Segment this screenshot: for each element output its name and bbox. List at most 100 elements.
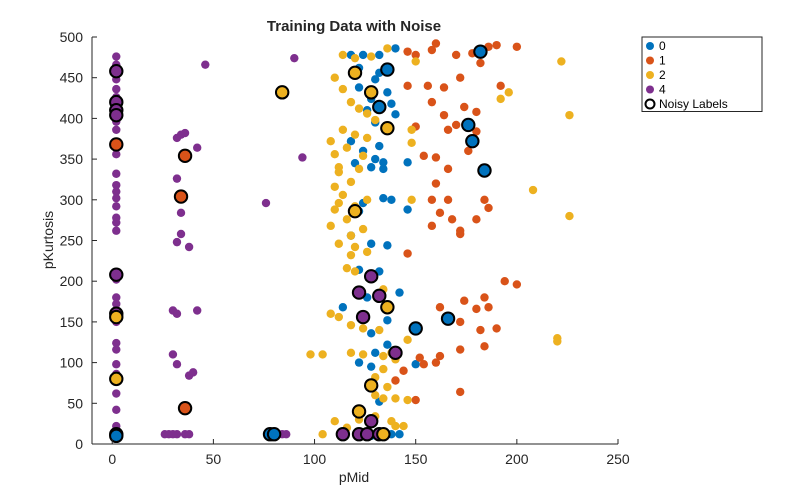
legend-marker-noisy: [644, 98, 656, 110]
legend-label-4: 4: [659, 83, 666, 97]
point-class-1: [435, 303, 445, 312]
point-class-0: [375, 141, 384, 151]
point-class-1: [492, 324, 501, 333]
point-class-2: [391, 421, 400, 431]
point-class-2: [553, 337, 562, 346]
point-class-2: [407, 125, 416, 134]
point-class-1: [419, 360, 428, 369]
point-class-2: [342, 143, 352, 152]
point-class-0: [371, 348, 380, 358]
point-class-4: [112, 226, 121, 235]
point-class-2: [565, 110, 574, 120]
point-class-0: [395, 430, 404, 439]
point-class-4: [112, 180, 121, 190]
point-class-4: [112, 125, 121, 134]
point-class-1: [492, 40, 501, 50]
point-class-0: [391, 110, 400, 119]
y-tick-label: 400: [60, 110, 84, 126]
point-class-1: [460, 296, 469, 305]
legend-marker-0: [646, 42, 654, 50]
axes-layer: 0 50 100 150 200 250 0 50 100 150 200 250 300 350 400 4…: [60, 29, 630, 467]
point-class-2: [383, 44, 392, 53]
point-class-1: [451, 120, 461, 130]
point-class-0: [379, 164, 388, 174]
noisy-label-point: [380, 300, 395, 315]
point-class-1: [496, 81, 505, 91]
point-class-1: [447, 215, 457, 224]
legend-label-0: 0: [659, 39, 666, 53]
point-class-4: [176, 208, 186, 218]
point-class-1: [403, 249, 412, 258]
point-class-4: [112, 218, 121, 227]
point-class-2: [326, 221, 335, 231]
point-class-2: [371, 115, 380, 125]
noisy-label-point: [461, 117, 476, 133]
point-class-0: [383, 316, 392, 325]
point-class-2: [362, 133, 372, 143]
legend-label-noisy: Noisy Labels: [659, 97, 728, 111]
point-class-1: [423, 81, 433, 91]
point-class-1: [443, 125, 453, 134]
point-class-1: [456, 229, 465, 239]
point-class-1: [480, 293, 489, 302]
point-class-2: [326, 136, 335, 146]
point-class-1: [484, 303, 493, 312]
point-class-2: [358, 350, 368, 359]
point-class-4: [112, 338, 121, 348]
point-class-2: [362, 247, 372, 257]
noisy-label-point: [380, 62, 395, 77]
point-class-2: [326, 309, 335, 318]
legend-label-1: 1: [659, 54, 666, 68]
point-class-2: [403, 395, 412, 405]
point-class-0: [354, 83, 364, 92]
legend-marker-4: [646, 85, 654, 94]
point-class-1: [435, 208, 445, 218]
point-class-2: [334, 198, 344, 208]
x-axis-label: pMid: [339, 469, 369, 485]
noisy-label-point: [177, 400, 193, 416]
point-class-2: [354, 104, 364, 113]
point-class-2: [375, 325, 384, 335]
noisy-label-point: [347, 203, 363, 219]
point-class-4: [172, 174, 182, 183]
point-class-1: [456, 317, 465, 327]
point-class-2: [334, 167, 344, 177]
noisy-label-point: [372, 288, 387, 304]
point-class-1: [480, 195, 489, 204]
point-class-0: [346, 136, 356, 146]
point-class-2: [379, 351, 388, 361]
noisy-label-point: [351, 404, 367, 419]
noisy-label-point: [335, 427, 351, 442]
y-tick-label: 200: [60, 273, 84, 289]
point-class-2: [496, 94, 505, 104]
legend-label-2: 2: [659, 68, 666, 82]
point-class-2: [350, 53, 360, 63]
point-class-4: [193, 306, 202, 315]
noisy-label-point: [408, 321, 423, 336]
point-class-2: [358, 151, 368, 161]
point-class-1: [439, 110, 449, 120]
noisy-label-point: [376, 427, 391, 442]
point-class-0: [391, 44, 400, 53]
noisy-label-point: [359, 427, 375, 442]
point-class-1: [399, 366, 408, 375]
point-class-4: [176, 229, 186, 239]
point-class-1: [427, 97, 437, 107]
point-class-2: [362, 109, 372, 118]
noisy-label-point: [109, 107, 124, 123]
point-class-4: [112, 52, 121, 61]
noisy-label-point: [380, 120, 395, 136]
point-class-2: [334, 239, 344, 248]
x-tick-label: 250: [606, 451, 630, 467]
point-class-0: [358, 50, 368, 60]
point-class-1: [403, 47, 412, 56]
point-class-2: [383, 382, 392, 392]
point-class-0: [379, 193, 388, 203]
point-class-1: [476, 325, 485, 335]
point-class-2: [350, 130, 360, 139]
point-class-1: [443, 164, 453, 174]
point-class-4: [112, 187, 121, 196]
chart-title: Training Data with Noise: [267, 18, 441, 35]
point-class-2: [346, 320, 356, 330]
x-tick-label: 50: [206, 451, 222, 467]
